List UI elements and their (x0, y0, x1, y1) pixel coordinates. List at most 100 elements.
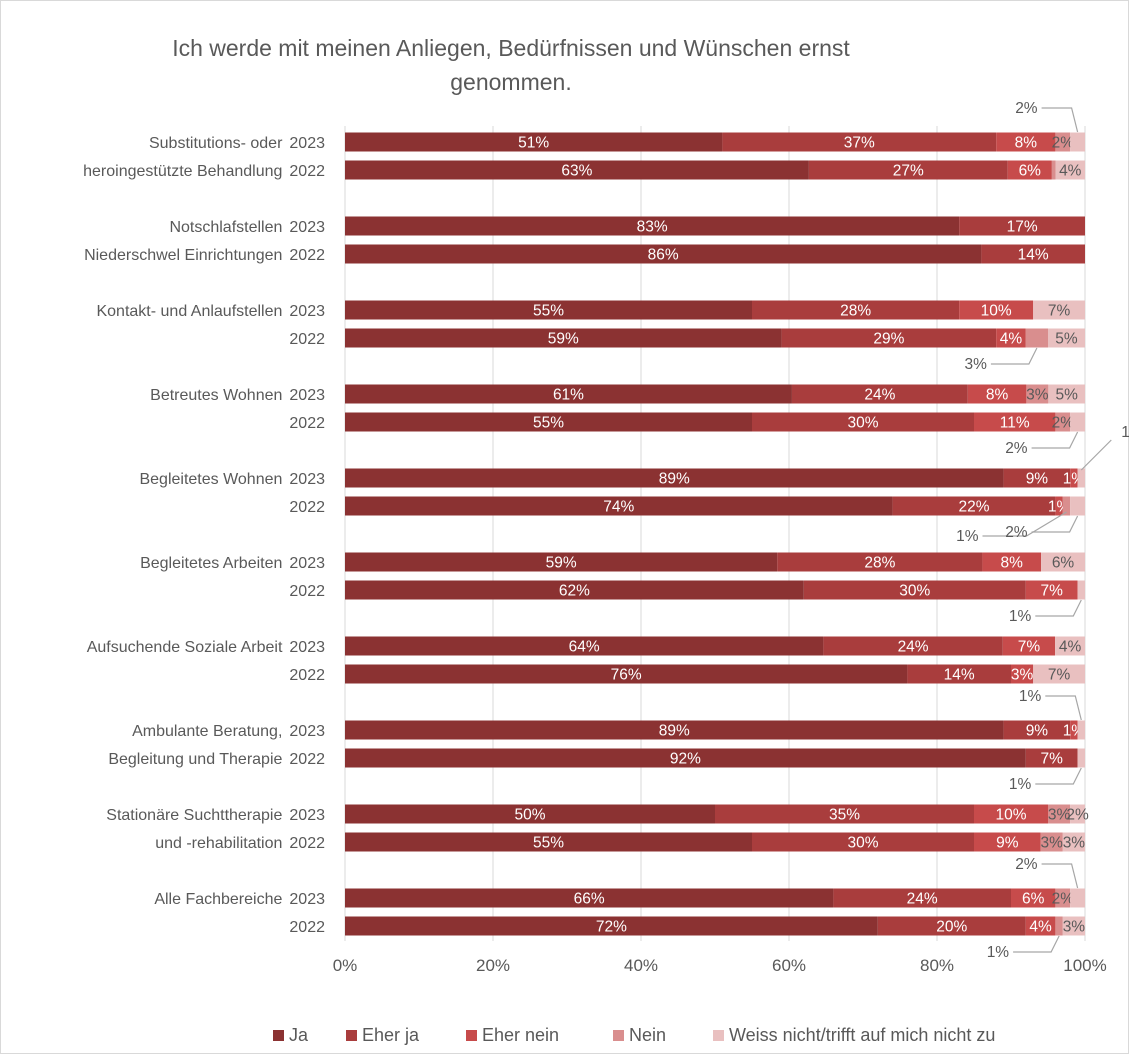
category-label: Notschlafstellen (169, 219, 282, 236)
legend-label: Eher nein (482, 1025, 560, 1045)
bar-segment (1062, 832, 1085, 852)
x-tick-label: 20% (476, 956, 510, 975)
legend-label: Eher ja (362, 1025, 420, 1045)
legend-label: Ja (289, 1025, 309, 1045)
callout-label: 1% (1009, 608, 1032, 625)
chart-title-line-1: Ich werde mit meinen Anliegen, Bedürfnis… (172, 35, 850, 61)
bar-segment (959, 216, 1085, 236)
bar-segment (1003, 468, 1071, 488)
data-label: 92% (670, 751, 701, 768)
bar-segment (345, 132, 723, 152)
bar-segment (1051, 160, 1056, 180)
bar-segment (345, 916, 878, 936)
category-label: Begleitetes Arbeiten (140, 555, 282, 572)
callout-leader-line (1035, 767, 1082, 785)
bar-segment (833, 888, 1011, 908)
callout-label: 2% (1015, 100, 1038, 117)
bar-segment (1055, 132, 1071, 152)
bar-segment (982, 552, 1042, 572)
callout-leader-line (1041, 863, 1079, 889)
year-label: 2023 (289, 219, 325, 236)
x-tick-label: 40% (624, 956, 658, 975)
data-label: 7% (1040, 583, 1063, 600)
bar-segment (345, 748, 1026, 768)
data-label: 2% (1052, 135, 1075, 152)
bar-segment (1048, 804, 1071, 824)
data-label: 3% (1040, 835, 1063, 852)
bar-segment (1033, 664, 1085, 684)
bar-segment (345, 804, 715, 824)
chart-title-line-2: genommen. (450, 69, 572, 95)
data-label: 20% (936, 919, 967, 936)
bar-segment (1077, 580, 1085, 600)
bar-segment (1055, 636, 1085, 656)
bar-segment (345, 412, 752, 432)
data-label: 61% (553, 387, 584, 404)
legend-swatch (466, 1030, 477, 1041)
data-label: 63% (561, 163, 592, 180)
x-tick-label: 0% (333, 956, 358, 975)
year-label: 2023 (289, 303, 325, 320)
data-label: 4% (1029, 919, 1052, 936)
bar-segment (1055, 496, 1063, 516)
bar-segment (1055, 916, 1063, 936)
bar-segment (345, 160, 809, 180)
year-label: 2023 (289, 471, 325, 488)
bar-segment (1070, 720, 1078, 740)
callout-leader-line (1045, 695, 1082, 721)
bar-segment (981, 244, 1085, 264)
data-label: 2% (1052, 891, 1075, 908)
bar-segment (1077, 720, 1085, 740)
bar-segment (1062, 496, 1071, 516)
data-label: 28% (840, 303, 871, 320)
category-label: heroingestützte Behandlung (83, 163, 282, 180)
bar-segment (345, 832, 752, 852)
bar-segment (791, 384, 968, 404)
callout-label: 2% (1015, 856, 1038, 873)
year-label: 2023 (289, 639, 325, 656)
callout-leader-line (1031, 431, 1079, 449)
bar-segment (974, 832, 1041, 852)
callout-leader-line (1035, 599, 1082, 617)
category-label: Stationäre Suchttherapie (106, 807, 282, 824)
callout-leader-line (1041, 107, 1079, 133)
bar-segment (345, 552, 778, 572)
bar-segment (1070, 132, 1085, 152)
data-label: 89% (659, 723, 690, 740)
legend-item: Weiss nicht/trifft auf mich nicht zu (713, 1025, 995, 1046)
bar-segment (1011, 888, 1056, 908)
callout-label: 1% (956, 528, 979, 545)
bar-segment (1070, 888, 1085, 908)
bar-segment (959, 300, 1034, 320)
data-label: 2% (1066, 807, 1089, 824)
bar-segment (722, 132, 997, 152)
data-label: 6% (1052, 555, 1075, 572)
bar-segment (1077, 468, 1085, 488)
legend-label: Weiss nicht/trifft auf mich nicht zu (729, 1025, 996, 1045)
year-label: 2022 (289, 163, 325, 180)
year-label: 2023 (289, 807, 325, 824)
x-tick-label: 100% (1063, 956, 1106, 975)
year-label: 2023 (289, 555, 325, 572)
data-label: 5% (1055, 331, 1078, 348)
bar-segment (1003, 720, 1071, 740)
data-label: 14% (944, 667, 975, 684)
bar-segment (1033, 300, 1085, 320)
bar-segment (345, 496, 893, 516)
year-label: 2022 (289, 919, 325, 936)
data-label: 7% (1048, 667, 1071, 684)
data-label: 11% (1000, 415, 1030, 432)
bar-segment (781, 328, 997, 348)
bar-segment (808, 160, 1008, 180)
legend-swatch (273, 1030, 284, 1041)
year-label: 2023 (289, 387, 325, 404)
bar-segment (752, 300, 960, 320)
bar-segment (1048, 328, 1085, 348)
data-label: 4% (1059, 639, 1082, 656)
callout-leader-line (1080, 439, 1112, 471)
callout-leader-line (1013, 935, 1060, 953)
category-label: Aufsuchende Soziale Arbeit (87, 639, 283, 656)
data-label: 17% (1007, 219, 1038, 236)
data-label: 2% (1052, 415, 1075, 432)
